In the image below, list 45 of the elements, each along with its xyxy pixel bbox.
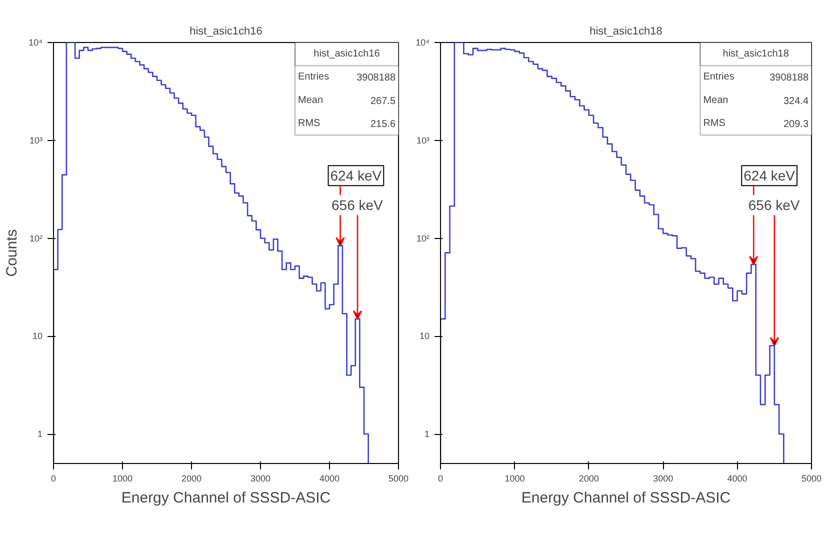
annotation: 3908188 [770, 72, 809, 84]
x-tick-label: 0 [50, 474, 56, 484]
y-tick-label: 1 [37, 429, 43, 440]
x-tick-label: 1000 [112, 474, 133, 484]
annotation: 267.5 [370, 96, 396, 107]
annotation: Mean [298, 94, 324, 106]
annotation: 3908188 [356, 72, 396, 84]
annotation: 656 keV [332, 197, 384, 214]
x-tick-label: 2000 [181, 474, 202, 484]
x-axis-title: Energy Channel of SSSD-ASIC [521, 490, 731, 506]
x-tick-label: 3000 [250, 474, 271, 484]
annotation: 215.6 [370, 119, 396, 130]
y-tick-label: 10⁴ [28, 38, 43, 48]
y-axis-title: Counts [4, 229, 21, 277]
x-tick-label: 1000 [504, 474, 525, 484]
x-tick-label: 3000 [653, 474, 674, 484]
annotation: 624 keV [330, 168, 382, 184]
x-tick-label: 0 [438, 474, 444, 484]
x-tick-label: 4000 [727, 474, 748, 484]
annotation: RMS [298, 118, 321, 130]
annotation: hist_asic1ch16 [314, 48, 380, 60]
annotation: Entries [298, 72, 330, 83]
annotation: Entries [703, 72, 734, 83]
annotation: RMS [703, 118, 726, 130]
annotation: hist_asic1ch18 [722, 48, 790, 60]
y-tick-label: 10² [29, 233, 43, 244]
y-tick-label: 10 [32, 331, 43, 342]
y-tick-label: 10² [416, 233, 430, 244]
y-tick-label: 1 [424, 429, 430, 440]
x-tick-label: 2000 [578, 474, 599, 484]
x-tick-label: 5000 [388, 474, 409, 484]
annotation: 324.4 [783, 96, 809, 107]
annotation: 209.3 [783, 119, 809, 130]
y-tick-label: 10⁴ [416, 38, 430, 48]
annotation: 624 keV [744, 168, 796, 184]
chart-title: hist_asic1ch18 [590, 26, 662, 38]
y-tick-label: 10³ [29, 135, 43, 146]
x-tick-label: 4000 [319, 474, 340, 484]
y-tick-label: 10³ [416, 135, 430, 146]
chart-title: hist_asic1ch16 [190, 26, 262, 38]
y-tick-label: 10 [419, 331, 430, 342]
annotation: 656 keV [748, 197, 800, 214]
x-tick-label: 5000 [801, 474, 822, 484]
x-axis-title: Energy Channel of SSSD-ASIC [121, 490, 331, 506]
annotation: Mean [703, 94, 728, 106]
